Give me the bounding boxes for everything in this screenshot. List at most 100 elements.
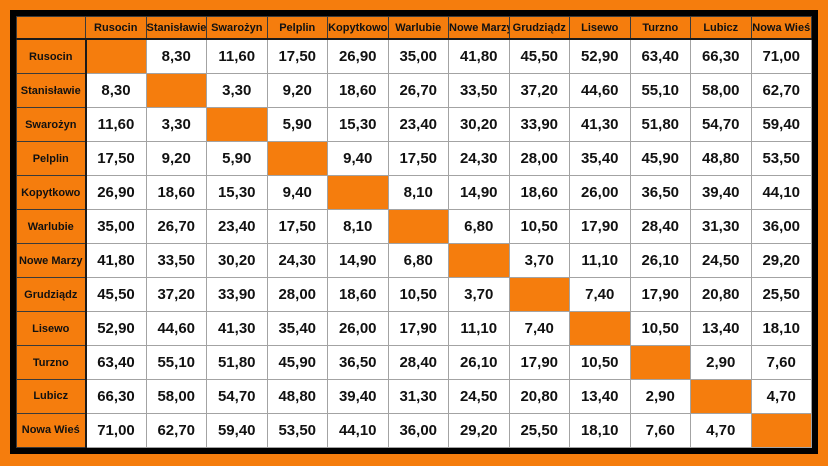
matrix-cell-10-7: 20,80 — [508, 378, 570, 414]
row-header-11: Nowa Wieś — [16, 412, 87, 449]
matrix-cell-1-2: 3,30 — [206, 73, 268, 109]
matrix-cell-0-9: 63,40 — [629, 38, 691, 75]
matrix-cell-5-0: 35,00 — [85, 209, 147, 245]
matrix-cell-2-5: 23,40 — [387, 107, 449, 143]
matrix-cell-5-9: 28,40 — [629, 209, 691, 245]
matrix-cell-2-4: 15,30 — [327, 107, 389, 143]
matrix-cell-9-6: 26,10 — [448, 345, 510, 380]
matrix-cell-7-11: 25,50 — [750, 277, 812, 313]
matrix-cell-1-11: 62,70 — [750, 73, 812, 109]
table-row-0: Rusocin 8,30 11,60 17,50 26,90 35,00 41,80 45,5… — [16, 38, 812, 75]
matrix-cell-1-3: 9,20 — [266, 73, 328, 109]
matrix-cell-3-2: 5,90 — [206, 141, 268, 177]
matrix-cell-3-9: 45,90 — [629, 141, 691, 177]
matrix-cell-5-3: 17,50 — [266, 209, 328, 245]
column-header-7: Grudziądz — [508, 16, 570, 40]
matrix-cell-3-8: 35,40 — [569, 141, 631, 177]
corner-cell — [16, 16, 86, 40]
matrix-cell-2-11: 59,40 — [750, 107, 812, 143]
row-header-1: Stanisławie — [16, 73, 87, 109]
diagonal-cell-8 — [569, 311, 631, 347]
matrix-cell-3-0: 17,50 — [85, 141, 147, 177]
matrix-cell-4-7: 18,60 — [508, 175, 570, 211]
matrix-cell-3-7: 28,00 — [508, 141, 570, 177]
matrix-cell-2-1: 3,30 — [145, 107, 207, 143]
matrix-cell-8-2: 41,30 — [206, 311, 268, 347]
matrix-cell-0-1: 8,30 — [145, 38, 207, 75]
matrix-cell-5-7: 10,50 — [508, 209, 570, 245]
matrix-cell-2-7: 33,90 — [508, 107, 570, 143]
matrix-cell-10-4: 39,40 — [327, 378, 389, 414]
diagonal-cell-7 — [508, 277, 570, 313]
matrix-cell-6-10: 24,50 — [690, 243, 752, 279]
matrix-cell-11-9: 7,60 — [629, 412, 691, 449]
table-frame: Rusocin Stanisławie Swarożyn Pelplin Kopytko… — [10, 10, 818, 454]
matrix-cell-8-11: 18,10 — [750, 311, 812, 347]
matrix-cell-9-0: 63,40 — [85, 345, 147, 380]
matrix-cell-7-4: 18,60 — [327, 277, 389, 313]
matrix-cell-4-0: 26,90 — [85, 175, 147, 211]
matrix-cell-5-6: 6,80 — [448, 209, 510, 245]
table-row-2: Swarożyn 11,60 3,30 5,90 15,30 23,40 30,20 33,9… — [16, 107, 812, 143]
matrix-cell-8-7: 7,40 — [508, 311, 570, 347]
matrix-cell-7-10: 20,80 — [690, 277, 752, 313]
matrix-cell-7-9: 17,90 — [629, 277, 691, 313]
header-row: Rusocin Stanisławie Swarożyn Pelplin Kopytko… — [16, 16, 812, 40]
matrix-cell-6-11: 29,20 — [750, 243, 812, 279]
matrix-cell-0-10: 66,30 — [690, 38, 752, 75]
matrix-cell-4-5: 8,10 — [387, 175, 449, 211]
column-header-5: Warlubie — [387, 16, 449, 40]
column-header-8: Lisewo — [569, 16, 631, 40]
matrix-cell-7-0: 45,50 — [85, 277, 147, 313]
diagonal-cell-0 — [85, 38, 147, 75]
matrix-cell-2-8: 41,30 — [569, 107, 631, 143]
table-row-6: Nowe Marzy 41,80 33,50 30,20 24,30 14,90 6,80 3… — [16, 243, 812, 279]
column-header-10: Lubicz — [690, 16, 752, 40]
table-body: Rusocin 8,30 11,60 17,50 26,90 35,00 41,80 45,5… — [16, 38, 812, 449]
row-header-10: Lubicz — [16, 378, 87, 414]
matrix-cell-9-5: 28,40 — [387, 345, 449, 380]
column-header-1: Stanisławie — [145, 16, 207, 40]
matrix-cell-7-5: 10,50 — [387, 277, 449, 313]
diagonal-cell-2 — [206, 107, 268, 143]
table-header: Rusocin Stanisławie Swarożyn Pelplin Kopytko… — [16, 16, 812, 40]
distance-matrix-table: Rusocin Stanisławie Swarożyn Pelplin Kopytko… — [16, 16, 812, 449]
matrix-cell-10-1: 58,00 — [145, 378, 207, 414]
matrix-cell-10-0: 66,30 — [85, 378, 147, 414]
table-row-3: Pelplin 17,50 9,20 5,90 9,40 17,50 24,30 28,00 3… — [16, 141, 812, 177]
diagonal-cell-4 — [327, 175, 389, 211]
matrix-cell-0-5: 35,00 — [387, 38, 449, 75]
matrix-cell-1-8: 44,60 — [569, 73, 631, 109]
diagonal-cell-6 — [448, 243, 510, 279]
table-row-9: Turzno 63,40 55,10 51,80 45,90 36,50 28,40 26,1… — [16, 345, 812, 380]
table-row-8: Lisewo 52,90 44,60 41,30 35,40 26,00 17,90 11,1… — [16, 311, 812, 347]
column-header-3: Pelplin — [266, 16, 328, 40]
matrix-cell-2-10: 54,70 — [690, 107, 752, 143]
matrix-cell-2-9: 51,80 — [629, 107, 691, 143]
column-header-4: Kopytkowo — [327, 16, 389, 40]
matrix-cell-2-3: 5,90 — [266, 107, 328, 143]
row-header-9: Turzno — [16, 345, 87, 380]
matrix-cell-1-9: 55,10 — [629, 73, 691, 109]
matrix-cell-2-0: 11,60 — [85, 107, 147, 143]
column-header-6: Nowe Marzy — [448, 16, 510, 40]
matrix-cell-8-5: 17,90 — [387, 311, 449, 347]
matrix-cell-11-4: 44,10 — [327, 412, 389, 449]
matrix-cell-1-4: 18,60 — [327, 73, 389, 109]
matrix-cell-6-4: 14,90 — [327, 243, 389, 279]
column-header-11: Nowa Wieś — [750, 16, 812, 40]
table-row-7: Grudziądz 45,50 37,20 33,90 28,00 18,60 10,50 3… — [16, 277, 812, 313]
matrix-cell-3-1: 9,20 — [145, 141, 207, 177]
matrix-cell-11-7: 25,50 — [508, 412, 570, 449]
matrix-cell-6-5: 6,80 — [387, 243, 449, 279]
matrix-cell-8-4: 26,00 — [327, 311, 389, 347]
matrix-cell-11-8: 18,10 — [569, 412, 631, 449]
table-row-10: Lubicz 66,30 58,00 54,70 48,80 39,40 31,30 24,5… — [16, 378, 812, 414]
matrix-cell-10-11: 4,70 — [750, 378, 812, 414]
matrix-cell-9-8: 10,50 — [569, 345, 631, 380]
diagonal-cell-5 — [387, 209, 449, 245]
table-row-1: Stanisławie 8,30 3,30 9,20 18,60 26,70 33,50 37… — [16, 73, 812, 109]
table-row-4: Kopytkowo 26,90 18,60 15,30 9,40 8,10 14,90 18,… — [16, 175, 812, 211]
matrix-cell-10-9: 2,90 — [629, 378, 691, 414]
matrix-cell-3-11: 53,50 — [750, 141, 812, 177]
